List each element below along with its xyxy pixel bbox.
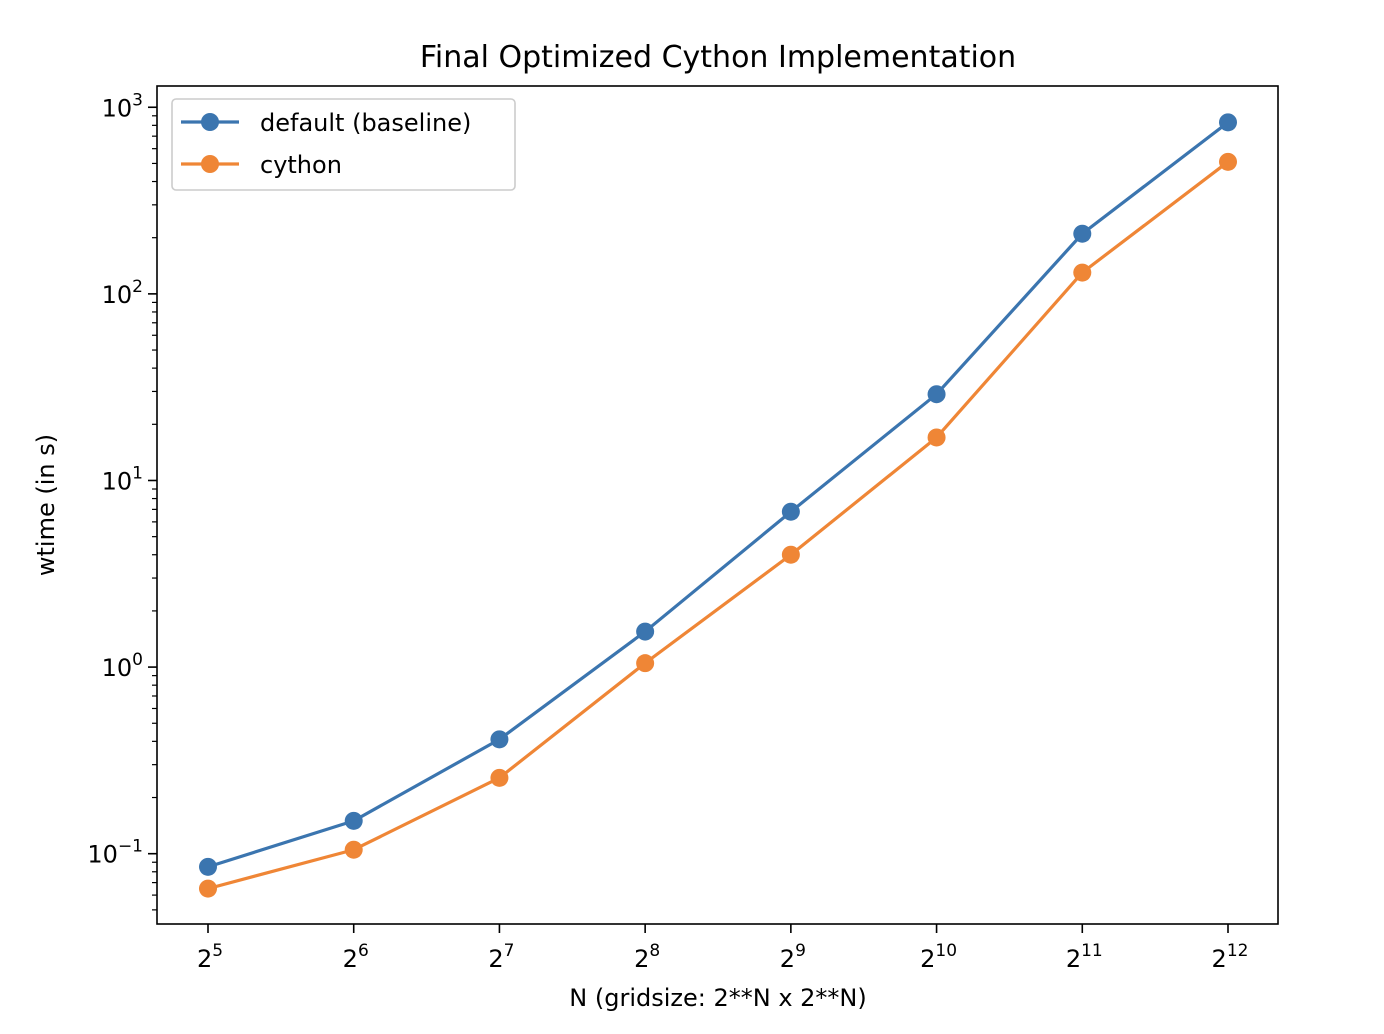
- data-point: [781, 545, 800, 564]
- x-axis: 25 26 27 28 29 210 211 212: [197, 924, 1249, 973]
- series-default-baseline: [199, 113, 1237, 876]
- x-tick-label: 27: [488, 941, 514, 973]
- data-point: [636, 622, 655, 641]
- x-tick-label: 28: [634, 941, 660, 973]
- y-axis: 10−1 100 101 102 103: [87, 90, 157, 911]
- legend-swatch-marker: [201, 155, 219, 173]
- chart-title: Final Optimized Cython Implementation: [420, 40, 1016, 75]
- legend-item: cython: [181, 151, 342, 179]
- legend-item: default (baseline): [181, 109, 471, 137]
- x-tick-label: 210: [920, 941, 957, 973]
- series-cython: [199, 152, 1237, 898]
- legend-label: default (baseline): [260, 109, 471, 137]
- data-point: [781, 502, 800, 521]
- y-tick-label: 100: [102, 650, 143, 682]
- data-point: [927, 385, 946, 404]
- series-line: [207, 160, 1229, 891]
- legend-swatch-marker: [201, 113, 219, 131]
- y-tick-label: 102: [102, 277, 143, 309]
- legend: default (baseline) cython: [171, 98, 516, 191]
- data-point: [1219, 113, 1237, 132]
- x-tick-label: 212: [1212, 941, 1249, 973]
- data-point: [199, 879, 217, 898]
- data-point: [1073, 224, 1092, 243]
- legend-label: cython: [260, 151, 342, 179]
- x-tick-label: 25: [197, 941, 223, 973]
- plot-area-frame: [156, 85, 1279, 925]
- x-tick-label: 211: [1066, 941, 1103, 973]
- legend-box: [171, 98, 516, 191]
- x-tick-label: 26: [343, 941, 369, 973]
- series-line: [207, 121, 1229, 869]
- x-tick-label: 29: [780, 941, 806, 973]
- data-point: [490, 730, 509, 749]
- data-point: [927, 428, 946, 447]
- data-point: [636, 654, 655, 673]
- y-tick-label: 10−1: [87, 837, 143, 869]
- y-tick-label: 103: [102, 90, 143, 122]
- data-point: [1219, 152, 1237, 171]
- data-point: [344, 840, 363, 859]
- x-axis-label: N (gridsize: 2**N x 2**N): [569, 984, 866, 1012]
- y-axis-label: wtime (in s): [32, 434, 60, 576]
- y-tick-label: 101: [102, 463, 143, 495]
- data-point: [199, 857, 217, 876]
- data-point: [490, 768, 509, 787]
- data-point: [344, 811, 363, 830]
- series-layer: [199, 113, 1237, 898]
- data-point: [1073, 263, 1092, 282]
